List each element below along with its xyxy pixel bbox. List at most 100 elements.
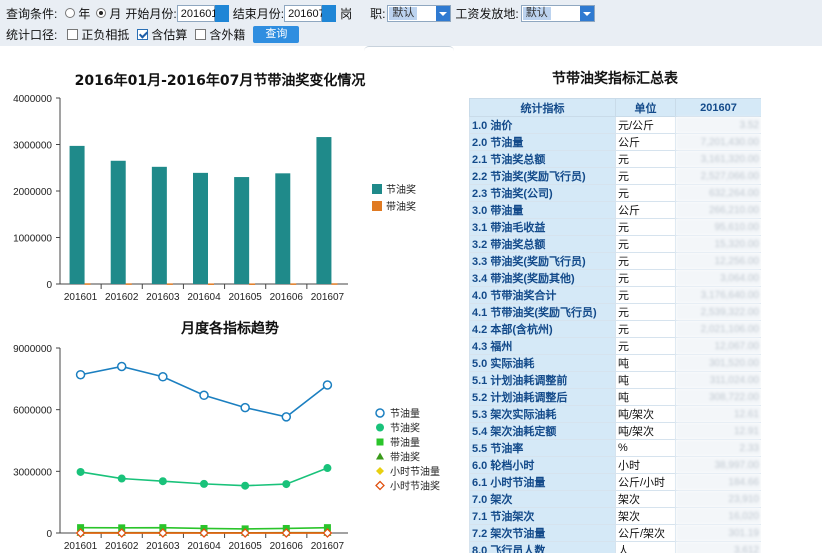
- indicator-cell: 2.0 节油量: [469, 133, 616, 151]
- data-point: [199, 390, 209, 401]
- table-row: 6.1 小时节油量 公斤/小时 184.66: [469, 473, 761, 491]
- value-cell: 2.33: [675, 439, 761, 457]
- x-tick-label: 201604: [187, 292, 221, 303]
- bar-jieyoujiang: [316, 137, 332, 284]
- table-row: 7.0 架次 架次 23,910: [469, 490, 761, 508]
- end-calendar-icon[interactable]: [322, 4, 337, 22]
- value-cell: 2,527,066.00: [675, 167, 761, 185]
- legend-label: 带油奖: [390, 451, 420, 464]
- value-cell: 3,612: [675, 541, 761, 553]
- y-tick-label: 4000000: [13, 94, 52, 105]
- radio-month-label: 月: [109, 6, 122, 21]
- legend-label: 小时节油奖: [390, 480, 440, 493]
- end-month-input[interactable]: 201607: [284, 4, 325, 22]
- x-tick-label: 201607: [311, 292, 345, 303]
- bar-chart: 0 1000000 2000000 3000000 4000000 201601 20160…: [13, 94, 416, 303]
- x-tick-label: 201606: [270, 292, 304, 303]
- data-point: [116, 361, 127, 372]
- filter-row-1: 查询条件: 年 月 开始月份: 201601 结束月份: 201607 岗 职:…: [6, 3, 595, 23]
- pay-location-select[interactable]: 默认: [520, 4, 595, 22]
- table-row: 4.0 节带油奖合计元 3,176,640.00: [469, 286, 761, 304]
- table-row: 3.4 带油奖(奖励其他) 元 3,064.00: [469, 269, 761, 287]
- collapse-toggle[interactable]: [364, 46, 454, 51]
- table-row: 3.1 带油毛收益元 95,610.00: [469, 218, 761, 236]
- offset-checkbox[interactable]: [67, 28, 79, 40]
- table-row: 5.1 计划油耗调整前吨 311,024.00: [469, 371, 761, 389]
- unit-cell: 吨/架次: [615, 422, 676, 440]
- post-label: 岗: [340, 6, 353, 21]
- value-cell: 311,024.00: [675, 371, 761, 389]
- y-tick-label: 2000000: [13, 187, 52, 198]
- data-point: [157, 528, 168, 538]
- table-row: 2.2 节油奖(奖励飞行员) 元 2,527,066.00: [469, 167, 761, 185]
- chevron-down-icon[interactable]: [579, 5, 594, 21]
- indicator-cell: 8.0 飞行员人数: [469, 541, 616, 553]
- value-cell: 2,539,322.00: [675, 303, 761, 321]
- job-label: 职:: [370, 6, 386, 21]
- bar-daiyoujiang: [166, 283, 173, 285]
- x-tick-label: 201606: [270, 541, 304, 552]
- indicator-cell: 3.0 带油量: [469, 201, 616, 219]
- job-select[interactable]: 默认: [387, 4, 452, 22]
- value-cell: 12,067.00: [675, 337, 761, 355]
- x-tick-label: 201603: [146, 541, 180, 552]
- radio-month[interactable]: [96, 8, 107, 18]
- table-header-row: 统计指标 单位 201607: [469, 98, 761, 117]
- table-row: 4.2 本部(含杭州) 元 2,021,106.00: [469, 320, 761, 338]
- unit-cell: 元: [615, 320, 676, 338]
- indicator-cell: 3.2 带油奖总额: [469, 235, 616, 253]
- start-calendar-icon[interactable]: [214, 4, 229, 22]
- legend-marker: [375, 480, 385, 491]
- start-month-label: 开始月份:: [125, 6, 177, 21]
- unit-cell: 元: [615, 235, 676, 253]
- table-row: 3.0 带油量 公斤 266,210.00: [469, 201, 761, 219]
- table-row: 2.1 节油奖总额元 3,161,320.00: [469, 150, 761, 168]
- y-tick-label: 0: [46, 529, 52, 540]
- legend-marker: [376, 423, 384, 432]
- query-condition-label: 查询条件:: [6, 6, 58, 21]
- indicator-cell: 7.0 架次: [469, 490, 616, 508]
- legend-swatch: [372, 201, 382, 211]
- unit-cell: 人: [615, 541, 676, 553]
- pay-location-label: 工资发放地:: [455, 6, 519, 21]
- table-row: 5.5 节油率% 2.33: [469, 439, 761, 457]
- table-row: 7.1 节油架次 架次 16,020: [469, 507, 761, 525]
- table-row: 5.4 架次油耗定额 吨/架次 12.91: [469, 422, 761, 440]
- bar-chart-title: 2016年01月-2016年07月节带油奖变化情况: [74, 73, 366, 89]
- bar-jieyoujiang: [193, 172, 208, 284]
- indicator-cell: 3.4 带油奖(奖励其他): [469, 269, 616, 287]
- unit-cell: 元: [615, 167, 676, 185]
- indicator-cell: 1.0 油价: [469, 116, 616, 134]
- unit-cell: 元/公斤: [615, 116, 676, 134]
- indicator-cell: 5.5 节油率: [469, 439, 616, 457]
- value-cell: 2,021,106.00: [675, 320, 761, 338]
- unit-cell: 元: [615, 252, 676, 270]
- foreign-checkbox[interactable]: [195, 28, 207, 40]
- bar-jieyoujiang: [151, 166, 167, 284]
- estimate-checkbox[interactable]: [137, 28, 149, 40]
- unit-cell: 元: [615, 286, 676, 304]
- x-tick-label: 201604: [187, 541, 221, 552]
- unit-cell: 吨: [615, 388, 676, 406]
- table-title: 节带油奖指标汇总表: [552, 71, 678, 87]
- x-tick-label: 201607: [311, 541, 345, 552]
- pay-location-select-value: 默认: [522, 6, 551, 20]
- unit-cell: 元: [615, 303, 676, 321]
- value-cell: 3.52: [675, 116, 761, 134]
- unit-cell: 吨/架次: [615, 405, 676, 423]
- value-cell: 15,320.00: [675, 235, 761, 253]
- header-unit: 单位: [615, 98, 676, 117]
- table-row: 1.0 油价 元/公斤 3.52: [469, 116, 761, 134]
- start-month-input[interactable]: 201601: [176, 4, 217, 22]
- data-point: [158, 477, 167, 486]
- radio-year[interactable]: [65, 8, 76, 18]
- data-point: [76, 467, 85, 476]
- bar-daiyoujiang: [84, 283, 91, 285]
- chevron-down-icon[interactable]: [436, 5, 451, 21]
- query-button[interactable]: 查询: [253, 25, 300, 43]
- value-cell: 12.91: [675, 422, 761, 440]
- data-point: [323, 524, 331, 532]
- unit-cell: 公斤/小时: [615, 473, 676, 491]
- y-tick-label: 6000000: [13, 406, 52, 417]
- indicator-cell: 3.1 带油毛收益: [469, 218, 616, 236]
